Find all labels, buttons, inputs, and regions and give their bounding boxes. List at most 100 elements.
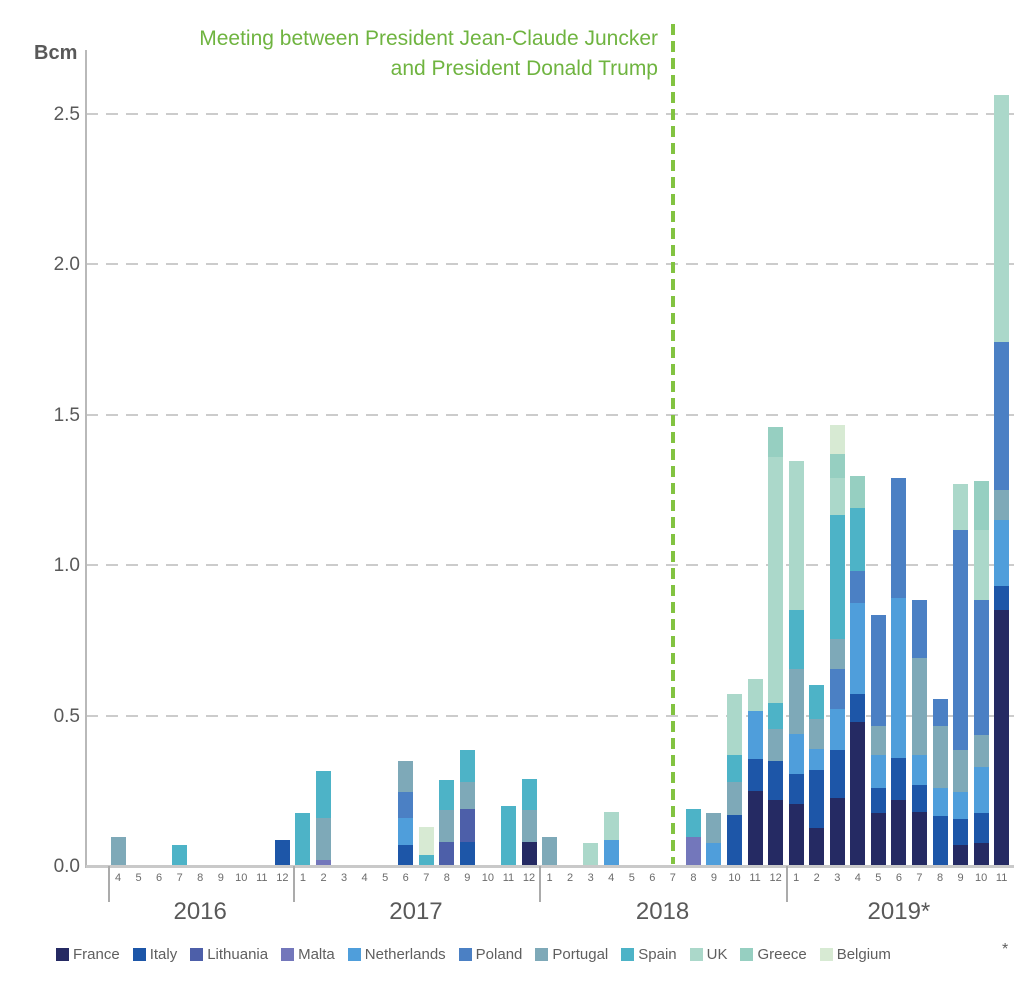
- bar-2018-10-uk: [727, 694, 742, 755]
- juncker-trump-meeting-line: [670, 24, 675, 864]
- bar-2019-5-italy: [870, 787, 886, 814]
- bar-2019-10-france: [973, 843, 989, 866]
- bar-2019-9-netherlands: [953, 792, 969, 820]
- bar-2017-9-italy: [459, 841, 475, 866]
- bar-2019-4-greece: [850, 476, 866, 508]
- legend-label-france: France: [73, 946, 120, 963]
- year-label-2018: 2018: [635, 898, 690, 925]
- bar-2018-12-portugal: [768, 729, 784, 761]
- bar-2019-11-netherlands: [994, 519, 1010, 587]
- bar-2019-11-poland: [994, 342, 1010, 490]
- year-label-2017: 2017: [389, 898, 443, 925]
- legend-swatch-malta: [281, 948, 295, 961]
- legend-swatch-portugal: [535, 948, 549, 961]
- legend-swatch-france: [56, 948, 69, 961]
- bar-2019-4-italy: [850, 694, 866, 722]
- bar-2019-9-uk: [953, 483, 969, 531]
- legend-swatch-belgium: [819, 948, 833, 961]
- legend-label-greece: Greece: [757, 946, 807, 963]
- bar-2018-9-portugal: [706, 813, 722, 844]
- gridline-2.0: [86, 263, 1014, 265]
- x-tick-2019-9: 9: [957, 872, 964, 884]
- x-tick-2017-1: 1: [299, 872, 306, 884]
- bar-2019-1-portugal: [788, 668, 804, 734]
- x-tick-2017-3: 3: [340, 872, 348, 884]
- bar-2019-9-poland: [953, 530, 969, 751]
- legend-swatch-poland: [458, 948, 472, 961]
- x-tick-2016-7: 7: [176, 872, 183, 884]
- x-tick-2016-8: 8: [197, 872, 204, 884]
- x-tick-2016-9: 9: [217, 872, 224, 884]
- gridline-0.5: [86, 714, 1014, 717]
- bar-2017-6-portugal: [398, 760, 414, 793]
- chart-title-line2: and President Donald Trump: [390, 57, 658, 80]
- chart-title: Meeting between President Jean-Claude Ju…: [199, 24, 658, 84]
- bar-2019-6-italy: [891, 757, 907, 800]
- bar-2019-5-netherlands: [870, 754, 886, 788]
- chart-title-line1: Meeting between President Jean-Claude Ju…: [199, 27, 658, 50]
- bar-2019-7-france: [911, 811, 927, 866]
- bar-2019-7-italy: [911, 784, 927, 812]
- x-tick-2017-12: 12: [522, 872, 536, 884]
- bar-2017-7-belgium: [418, 826, 434, 856]
- x-tick-2019-10: 10: [974, 872, 988, 884]
- gridline-1.5: [86, 413, 1014, 416]
- bar-2018-12-uk: [768, 456, 784, 704]
- legend-swatch-lithuania: [190, 948, 204, 961]
- legend-swatch-netherlands: [347, 948, 361, 961]
- bar-2018-10-portugal: [727, 781, 742, 815]
- bar-2017-2-portugal: [316, 817, 331, 860]
- bar-2017-6-italy: [398, 844, 414, 866]
- x-tick-2017-7: 7: [423, 872, 430, 884]
- bar-2019-8-netherlands: [932, 787, 948, 817]
- bar-2017-6-poland: [398, 792, 414, 818]
- legend-swatch-uk: [689, 948, 703, 961]
- bar-2019-6-netherlands: [891, 598, 907, 758]
- bar-2019-2-france: [809, 828, 825, 866]
- bar-2018-11-france: [747, 790, 763, 866]
- bar-2019-1-france: [788, 804, 804, 866]
- bar-2019-3-netherlands: [829, 709, 845, 751]
- bar-2017-9-lithuania: [459, 808, 475, 842]
- bar-2019-10-greece: [973, 480, 989, 531]
- bar-2019-11-portugal: [994, 489, 1010, 520]
- bar-2019-5-poland: [870, 614, 886, 727]
- bar-2018-9-netherlands: [706, 843, 722, 866]
- x-tick-2018-12: 12: [769, 872, 782, 884]
- y-tick-label-0.5: 0.5: [53, 705, 80, 727]
- bar-2017-12-spain: [521, 778, 537, 811]
- year-separator-after-2016: [292, 866, 295, 902]
- x-tick-2018-4: 4: [608, 872, 615, 884]
- bar-2018-4-netherlands: [603, 840, 619, 866]
- bar-2017-7-spain: [418, 855, 434, 866]
- bar-2018-10-spain: [727, 754, 742, 782]
- x-tick-2016-12: 12: [276, 872, 289, 884]
- bar-2018-12-spain: [768, 703, 784, 730]
- bar-2019-3-poland: [829, 668, 845, 710]
- bar-2019-8-portugal: [932, 726, 948, 788]
- bar-2019-1-uk: [788, 461, 804, 611]
- y-axis-line: [85, 50, 87, 868]
- legend-label-spain: Spain: [638, 946, 677, 963]
- x-tick-2017-8: 8: [443, 872, 450, 884]
- x-tick-2016-10: 10: [235, 872, 248, 884]
- legend-label-italy: Italy: [149, 946, 178, 963]
- legend-item-spain: Spain: [621, 946, 677, 963]
- bar-2017-8-spain: [439, 780, 455, 811]
- x-tick-2018-7: 7: [669, 872, 676, 884]
- x-tick-2016-4: 4: [114, 872, 122, 884]
- footnote-asterisk: *: [1002, 941, 1009, 958]
- x-tick-2019-1: 1: [793, 872, 800, 884]
- bar-2017-6-netherlands: [398, 817, 414, 845]
- x-tick-2016-5: 5: [135, 872, 142, 884]
- legend-label-malta: Malta: [298, 946, 335, 963]
- x-tick-2019-5: 5: [875, 872, 882, 884]
- bar-2019-4-france: [850, 721, 866, 866]
- legend-label-uk: UK: [706, 946, 728, 963]
- bar-2019-3-portugal: [829, 638, 845, 669]
- bar-2019-11-italy: [994, 586, 1010, 611]
- bar-2018-12-italy: [768, 760, 784, 800]
- bar-2019-8-poland: [932, 698, 948, 727]
- x-tick-2016-6: 6: [156, 872, 163, 884]
- bar-2019-10-netherlands: [973, 766, 989, 814]
